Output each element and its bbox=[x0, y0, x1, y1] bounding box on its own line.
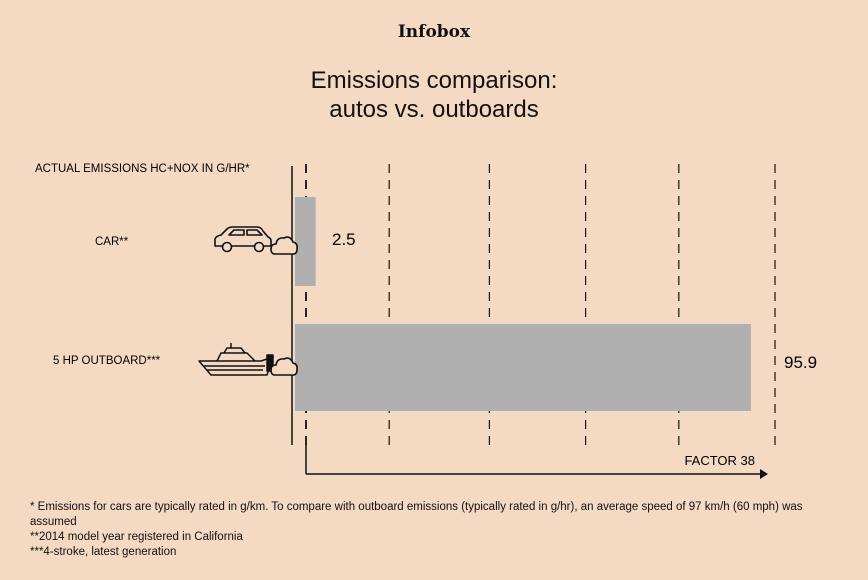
bar-value-label: 2.5 bbox=[332, 230, 356, 249]
exhaust-cloud-icon bbox=[270, 236, 298, 255]
chart-title: Emissions comparison: autos vs. outboard… bbox=[0, 66, 868, 124]
footnotes: * Emissions for cars are typically rated… bbox=[30, 500, 840, 560]
infobox-kicker: Infobox bbox=[397, 22, 471, 42]
boat-icon bbox=[198, 343, 274, 376]
bar-value-label: 95.9 bbox=[784, 353, 817, 372]
car-icon bbox=[214, 226, 272, 253]
footnote-2: **2014 model year registered in Californ… bbox=[30, 531, 243, 543]
y-axis-label: ACTUAL EMISSIONS HC+NOX IN G/HR* bbox=[35, 163, 250, 175]
bar-0 bbox=[295, 197, 316, 286]
footnote-1: * Emissions for cars are typically rated… bbox=[30, 501, 803, 528]
exhaust-cloud-icon bbox=[270, 357, 298, 376]
bars-group: 2.5 CAR** 95.9 5 HP OUTBOARD*** bbox=[53, 197, 817, 411]
emissions-bar-chart: ACTUAL EMISSIONS HC+NOX IN G/HR* 2.5 CAR*… bbox=[35, 163, 817, 479]
chart-title-line2: autos vs. outboards bbox=[329, 96, 539, 123]
chart-title-line1: Emissions comparison: bbox=[310, 67, 558, 94]
category-label: 5 HP OUTBOARD*** bbox=[53, 355, 161, 367]
factor-label: FACTOR 38 bbox=[684, 453, 755, 468]
factor-arrow bbox=[305, 445, 768, 479]
bar-1 bbox=[295, 324, 751, 411]
footnote-3: ***4-stroke, latest generation bbox=[30, 546, 177, 558]
category-label: CAR** bbox=[95, 236, 129, 248]
